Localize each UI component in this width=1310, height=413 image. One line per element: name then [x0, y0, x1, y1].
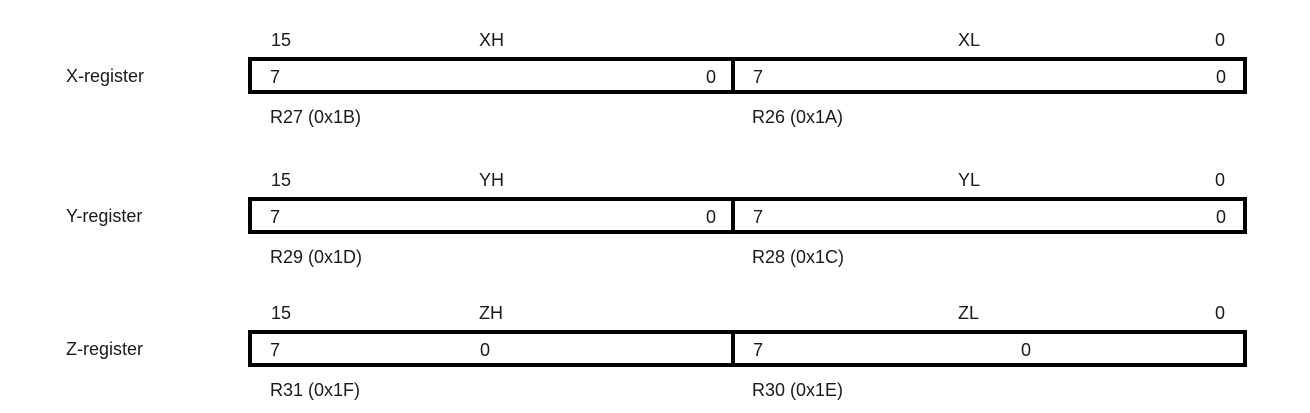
bit-15-label: 15 [271, 30, 292, 50]
high-byte-lsb: 0 [705, 67, 716, 87]
high-byte-box: 7 0 [248, 197, 735, 234]
low-byte-box: 7 0 [731, 197, 1247, 234]
bit-15-label: 15 [271, 303, 292, 323]
high-byte-register-label: R31 (0x1F) [270, 380, 361, 400]
low-byte-msb: 7 [753, 207, 764, 227]
low-byte-register-label: R30 (0x1E) [752, 380, 844, 400]
low-byte-lsb: 0 [1021, 340, 1032, 360]
register-name: X-register [66, 66, 145, 86]
bit-0-label: 0 [1215, 30, 1226, 50]
high-byte-name: ZH [479, 303, 503, 323]
low-byte-msb: 7 [753, 67, 764, 87]
low-byte-register-label: R28 (0x1C) [752, 247, 845, 267]
register-name: Z-register [66, 339, 144, 359]
bit-0-label: 0 [1215, 170, 1226, 190]
high-byte-msb: 7 [270, 207, 281, 227]
high-byte-box: 7 0 [248, 57, 735, 94]
bit-0-label: 0 [1215, 303, 1226, 323]
high-byte-lsb: 0 [705, 207, 716, 227]
high-byte-box: 7 0 [248, 330, 735, 367]
low-byte-lsb: 0 [1215, 207, 1226, 227]
register-name: Y-register [66, 206, 143, 226]
z-register-group: Z-register 15 ZH ZL 0 7 0 7 0 R31 (0x1F)… [0, 273, 1310, 413]
high-byte-lsb: 0 [480, 340, 491, 360]
high-byte-register-label: R29 (0x1D) [270, 247, 363, 267]
high-byte-msb: 7 [270, 340, 281, 360]
low-byte-register-label: R26 (0x1A) [752, 107, 844, 127]
low-byte-lsb: 0 [1215, 67, 1226, 87]
high-byte-register-label: R27 (0x1B) [270, 107, 362, 127]
high-byte-msb: 7 [270, 67, 281, 87]
low-byte-box: 7 0 [731, 330, 1247, 367]
bit-15-label: 15 [271, 170, 292, 190]
low-byte-msb: 7 [753, 340, 764, 360]
y-register-group: Y-register 15 YH YL 0 7 0 7 0 R29 (0x1D)… [0, 140, 1310, 280]
low-byte-name: XL [958, 30, 981, 50]
x-register-group: X-register 15 XH XL 0 7 0 7 0 R27 (0x1B)… [0, 0, 1310, 140]
low-byte-name: ZL [958, 303, 980, 323]
high-byte-name: XH [479, 30, 505, 50]
low-byte-name: YL [958, 170, 981, 190]
low-byte-box: 7 0 [731, 57, 1247, 94]
high-byte-name: YH [479, 170, 505, 190]
